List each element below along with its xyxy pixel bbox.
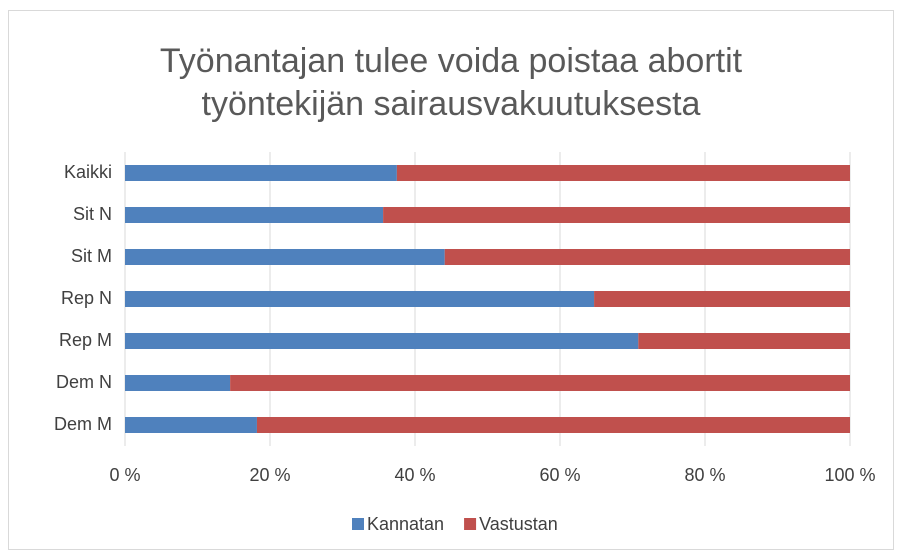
- y-tick-label: Sit N: [73, 204, 112, 224]
- y-tick-label: Rep N: [61, 288, 112, 308]
- bar-segment: [125, 333, 639, 349]
- y-tick-label: Dem M: [54, 414, 112, 434]
- bar-segment: [125, 417, 257, 433]
- bar-segment: [594, 291, 850, 307]
- y-tick-label: Kaikki: [64, 162, 112, 182]
- bar-segment: [125, 375, 231, 391]
- x-tick-label: 0 %: [109, 465, 140, 485]
- bar-segment: [256, 417, 850, 433]
- y-tick-label: Sit M: [71, 246, 112, 266]
- bar-segment: [125, 207, 384, 223]
- bar-segment: [396, 165, 850, 181]
- chart-title: Työnantajan tulee voida poistaa abortit …: [159, 42, 743, 123]
- x-tick-label: 80 %: [684, 465, 725, 485]
- bar-segment: [125, 291, 595, 307]
- chart-frame: [8, 10, 894, 550]
- bar-segment: [230, 375, 850, 391]
- x-tick-label: 60 %: [539, 465, 580, 485]
- bar-segment: [125, 165, 397, 181]
- x-tick-label: 40 %: [394, 465, 435, 485]
- legend-label: Vastustan: [479, 514, 558, 534]
- x-tick-label: 100 %: [824, 465, 875, 485]
- bar-segment: [638, 333, 850, 349]
- y-tick-label: Rep M: [59, 330, 112, 350]
- y-tick-label: Dem N: [56, 372, 112, 392]
- legend-swatch: [352, 518, 364, 530]
- legend-swatch: [464, 518, 477, 530]
- bar-segment: [383, 207, 850, 223]
- bar-segment: [125, 249, 445, 265]
- bar-segment: [444, 249, 850, 265]
- x-tick-label: 20 %: [249, 465, 290, 485]
- legend-label: Kannatan: [367, 514, 444, 534]
